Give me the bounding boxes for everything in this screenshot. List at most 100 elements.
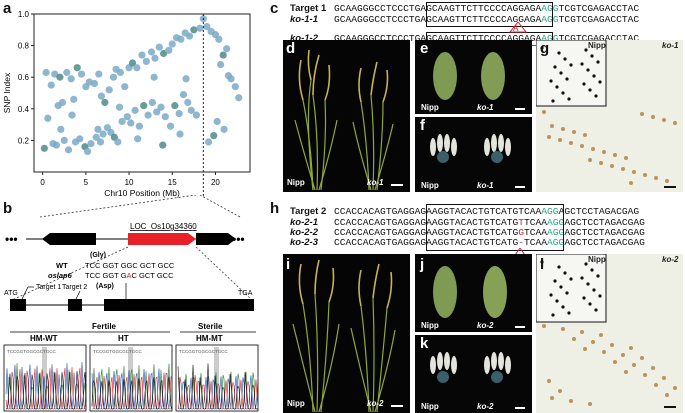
scatter-point [220,125,228,133]
x-tick-label: 5 [84,178,89,187]
scatter-point [192,111,201,119]
scatter-point [99,130,107,138]
scatter-point [224,72,232,80]
plant-photo-i: Nipp ko-2 [283,254,410,413]
y-tick-label: 0.6 [18,73,30,82]
photo-i-ko: ko-2 [367,399,384,408]
pollen-photo-l: Nipp ko-2 [536,254,683,413]
scatter-point [127,119,135,127]
scatter-point [97,92,105,100]
scatter-point [153,108,161,116]
scatter-point [114,138,122,146]
x-tick-label: 10 [125,178,134,187]
seq-h-row-2: CCACCACAGTGAGGAGAAGGTACACTGTCATGGTCAAAGG… [334,227,645,238]
scatter-point [159,141,167,149]
tga-label: TGA [238,290,253,297]
scatter-point [87,139,95,148]
scatter-point [128,59,137,67]
scatter-point [67,75,75,83]
svg-text:TCCGGTGGCGCTGCC: TCCGGTGGCGCTGCC [179,349,228,354]
scatter-point [116,68,124,77]
exon-2 [68,299,82,311]
scatter-point [213,117,221,126]
scatter-point [135,122,144,130]
scatter-point [157,103,165,111]
target1-label: Target 1 [36,284,61,291]
photo-f-ko: ko-1 [477,181,494,190]
y-tick-label: 0.2 [18,136,30,145]
neighbor-gene-left [42,233,96,245]
seq-h-name-3: ko-2-3 [290,237,318,248]
ellipsis-left: ••• [5,232,18,246]
panel-label-g: g [540,40,550,57]
x-tick-label: 0 [40,178,45,187]
scatter-point [134,135,142,143]
scatter-point [140,102,148,110]
scatter-point [223,45,231,53]
scatter-point [142,57,150,65]
scatter-point [185,32,194,40]
scatter-point [184,98,192,107]
scatter-point [131,106,139,114]
svg-text:TCCGGTGGCGCTGCC: TCCGGTGGCGCTGCC [7,349,56,354]
scatter-point [47,81,55,89]
exon-3 [104,299,254,311]
scatter-point [210,132,218,140]
scatter-point [60,136,68,144]
panel-label-f: f [420,117,425,134]
scatter-point [175,109,183,118]
mut-label: oslap6 [48,271,73,280]
seq-h-name-1: ko-2-1 [290,217,318,228]
scatter-point [68,111,76,119]
x-axis-label: Chr10 Position (Mb) [104,188,180,198]
seq-c-name-1: ko-1-1 [290,14,318,25]
scatter-point [203,23,211,31]
scatter-point [160,49,168,58]
x-tick-label: 20 [211,178,220,187]
scatter-point [176,130,184,138]
scatter-point [51,70,59,78]
scatter-point [118,117,126,126]
flower-photo-k: Nipp ko-2 [415,335,532,413]
scatter-point [133,64,141,72]
hm-wt-label: HM-WT [30,334,58,343]
seq-h-name-2: ko-2-2 [290,227,318,238]
photo-i-nipp: Nipp [287,399,305,408]
panel-label-k: k [420,335,429,352]
spikelet-photo-e: Nipp ko-1 [415,40,532,114]
sterile-label: Sterile [198,322,223,331]
scatter-point [165,46,173,54]
gly-label: (Gly) [90,252,106,259]
scatter-point [148,98,156,107]
panel-label-h: h [270,200,280,217]
chromatogram-hm-mt: TCCGGTGGCGCTGCC [175,344,259,412]
scatter-point [138,51,146,59]
scatter-point [83,147,92,156]
scatter-point [42,68,50,77]
seq-h-row-0: CCACCACAGTGAGGAGAAGGTACACTGTCATGTCAAAGGA… [334,206,640,217]
scatter-point [70,95,78,103]
neighbor-gene-right [196,233,236,245]
scatter-point [219,51,227,59]
scatter-point [96,138,105,146]
photo-k-nipp: Nipp [421,402,439,411]
scatter-point [161,113,169,121]
seq-c-target-box [426,2,553,27]
photo-e-nipp: Nipp [421,103,439,112]
wt-label: WT [56,261,68,270]
seq-h-row-1: CCACCACAGTGAGGAGAAGGTACACTGTCATGTTCAAAGG… [334,217,645,228]
scatter-point [115,103,124,111]
scatter-point [109,73,118,81]
seq-h-target-box [426,204,564,251]
fertile-label: Fertile [92,322,117,331]
scatter-point [168,40,176,48]
scatter-point [155,43,163,51]
scatter-point [44,114,52,122]
exon-1 [10,299,26,311]
scatter-point [204,138,213,146]
scatter-point [105,86,113,94]
seq-c-row-2: GCAAGGGCCTCCCTGAGCAAGTTCTTCCCCAGGAGAAGGT… [334,33,640,44]
scatter-point [54,102,62,110]
scatter-point [196,24,204,32]
photo-k-ko: ko-2 [477,402,494,411]
